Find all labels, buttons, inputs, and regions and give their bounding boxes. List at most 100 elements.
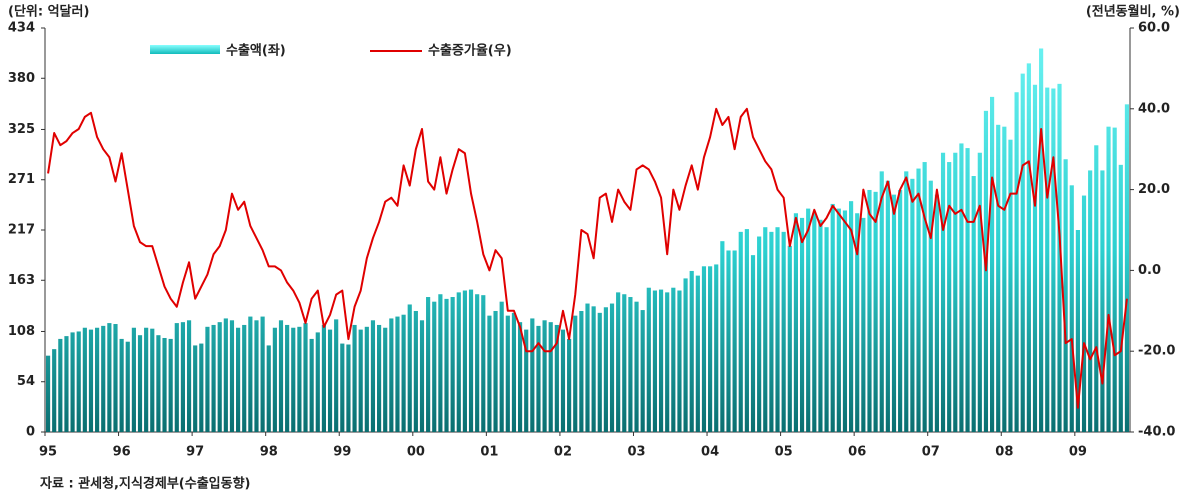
bar xyxy=(567,338,572,432)
bar xyxy=(830,203,835,432)
bar xyxy=(272,327,277,432)
bar xyxy=(1002,126,1007,432)
x-tick-label: 08 xyxy=(995,445,1013,460)
bar xyxy=(1088,170,1093,433)
bar xyxy=(671,287,676,432)
bar xyxy=(376,324,382,432)
bar xyxy=(683,278,688,432)
y2-tick-label: 0.0 xyxy=(1138,263,1161,278)
bar xyxy=(757,236,762,432)
bar xyxy=(144,327,149,432)
y2-tick-label: 20.0 xyxy=(1138,182,1170,197)
bar xyxy=(107,323,112,432)
bar xyxy=(1057,83,1062,432)
bar xyxy=(597,312,602,432)
bar xyxy=(419,320,425,432)
bar xyxy=(315,332,320,432)
bar xyxy=(1069,185,1074,432)
bar xyxy=(720,241,725,432)
bar xyxy=(1039,48,1044,433)
bar xyxy=(1045,87,1050,432)
bar xyxy=(1075,230,1080,432)
x-tick-label: 07 xyxy=(922,445,940,460)
source: 자료 : 관세청,지식경제부(수출입동향) xyxy=(40,476,250,492)
bar xyxy=(248,316,253,432)
x-tick-label: 00 xyxy=(407,445,425,460)
bar xyxy=(922,162,927,432)
bar xyxy=(689,270,694,432)
bar xyxy=(989,96,995,432)
bar xyxy=(732,250,737,432)
bar xyxy=(242,324,247,432)
bar xyxy=(180,322,186,432)
bar xyxy=(266,345,271,432)
bar xyxy=(444,298,449,432)
bar xyxy=(456,292,461,432)
bar xyxy=(836,208,841,432)
bar xyxy=(493,310,498,432)
bar xyxy=(977,152,982,433)
bar xyxy=(193,345,198,432)
bar xyxy=(278,320,284,432)
bar xyxy=(812,213,817,432)
y-tick-label: 108 xyxy=(8,324,35,339)
y-tick-label: 325 xyxy=(8,122,35,137)
bar xyxy=(481,295,486,432)
bar xyxy=(511,312,517,432)
bar xyxy=(1051,88,1056,433)
bar xyxy=(560,329,566,432)
legend-label: 수출액(좌) xyxy=(226,43,286,59)
bar xyxy=(389,318,394,432)
bar xyxy=(229,320,235,432)
x-tick-label: 95 xyxy=(39,445,57,460)
bar xyxy=(125,341,130,432)
bar xyxy=(861,217,866,432)
bar xyxy=(297,326,302,432)
y-tick-label: 380 xyxy=(8,71,35,86)
x-tick-label: 06 xyxy=(848,445,866,460)
bar xyxy=(646,287,651,432)
bar xyxy=(585,303,590,432)
legend-swatch-bar xyxy=(150,45,220,54)
bar xyxy=(898,189,903,432)
bar xyxy=(1106,126,1111,432)
bar xyxy=(793,213,799,432)
bar xyxy=(438,294,443,432)
bar xyxy=(781,231,786,432)
bar xyxy=(58,338,63,432)
bar xyxy=(1112,127,1117,432)
bar xyxy=(101,325,106,432)
bar xyxy=(217,322,222,432)
bar xyxy=(726,250,731,432)
bar xyxy=(52,349,57,432)
bar xyxy=(383,327,388,432)
bar xyxy=(45,355,51,432)
bar xyxy=(947,162,952,432)
bar xyxy=(186,320,192,432)
bar xyxy=(971,176,976,432)
bar xyxy=(701,266,707,432)
x-tick-label: 99 xyxy=(333,445,351,460)
bar xyxy=(542,320,547,432)
bar xyxy=(413,310,418,432)
bar xyxy=(1032,84,1038,432)
bar xyxy=(364,326,369,432)
bar xyxy=(904,171,909,432)
bar xyxy=(934,194,939,432)
bar xyxy=(1063,159,1068,432)
bar xyxy=(236,327,241,432)
bar xyxy=(652,290,658,432)
bar xyxy=(799,217,805,432)
bar xyxy=(88,329,94,432)
bar xyxy=(787,245,792,432)
y2-tick-label: -20.0 xyxy=(1138,344,1175,359)
y2-tick-label: 40.0 xyxy=(1138,101,1170,116)
bar xyxy=(137,335,143,432)
bar xyxy=(891,194,897,432)
bar xyxy=(291,327,296,432)
bar xyxy=(609,303,615,432)
bar xyxy=(634,301,639,432)
y-tick-label: 54 xyxy=(17,374,35,389)
bar xyxy=(616,292,621,432)
